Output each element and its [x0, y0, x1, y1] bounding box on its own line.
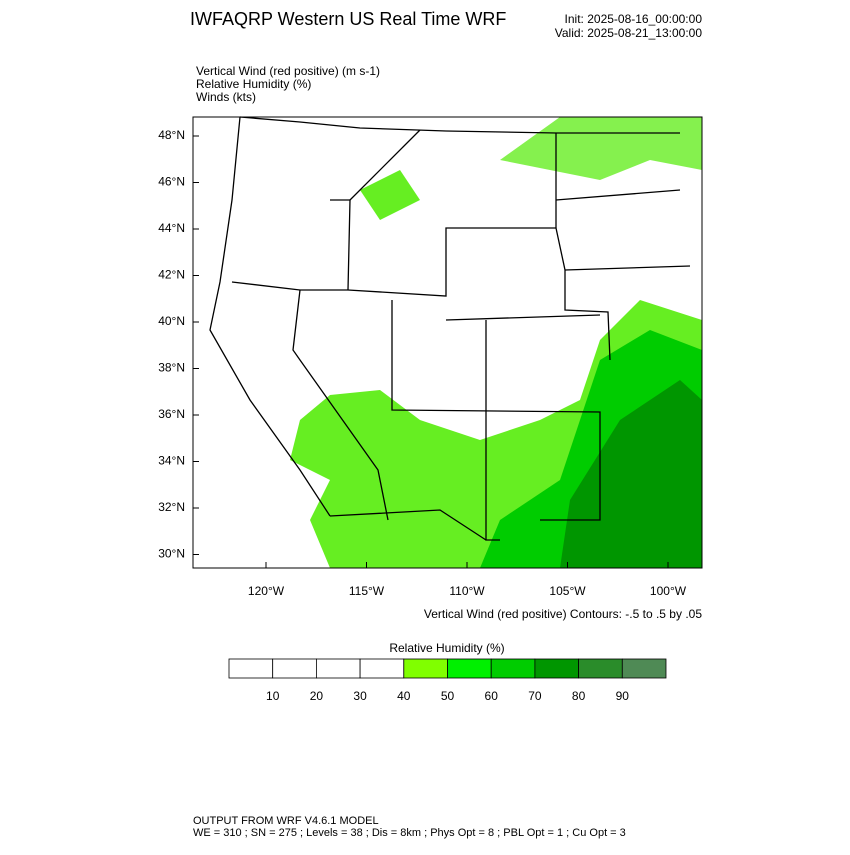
footer-line: WE = 310 ; SN = 275 ; Levels = 38 ; Dis … [193, 827, 626, 839]
lat-label: 40°N [158, 314, 185, 328]
colorbar-box [403, 658, 448, 679]
lat-label: 48°N [158, 128, 185, 142]
lon-label: 120°W [248, 584, 285, 598]
colorbar-label: 30 [353, 689, 367, 703]
colorbar-title: Relative Humidity (%) [389, 641, 504, 655]
colorbar-label: 50 [441, 689, 455, 703]
colorbar-label: 10 [266, 689, 280, 703]
colorbar-box [228, 658, 274, 679]
title: IWFAQRP Western US Real Time WRF [190, 9, 506, 29]
colorbar-box [447, 658, 492, 679]
map-frame [192, 116, 703, 569]
colorbar-label: 20 [310, 689, 324, 703]
colorbar-box [490, 658, 536, 679]
colorbar-label: 60 [485, 689, 499, 703]
lat-label: 38°N [158, 361, 185, 375]
lon-label: 110°W [449, 584, 485, 598]
state-borders [209, 116, 691, 541]
colorbar-box [315, 658, 361, 679]
field-label: Relative Humidity (%) [196, 77, 311, 91]
lon-label: 105°W [549, 584, 586, 598]
valid-time: Valid: 2025-08-21_13:00:00 [555, 26, 703, 40]
humidity-shading [560, 380, 702, 568]
colorbar-label: 40 [397, 689, 411, 703]
colorbar-box [534, 658, 580, 679]
lat-label: 30°N [158, 547, 185, 561]
lat-label: 32°N [158, 500, 185, 514]
lat-label: 46°N [158, 175, 185, 189]
init-time: Init: 2025-08-16_00:00:00 [565, 12, 703, 26]
lat-label: 36°N [158, 407, 185, 421]
lat-label: 42°N [158, 268, 185, 282]
lat-label: 34°N [158, 454, 185, 468]
colorbar-box [621, 658, 667, 679]
colorbar-box [359, 658, 405, 679]
colorbar-box [578, 658, 623, 679]
lon-label: 100°W [650, 584, 687, 598]
colorbar-box [272, 658, 317, 679]
lat-label: 44°N [158, 221, 185, 235]
contour-note: Vertical Wind (red positive) Contours: -… [424, 607, 702, 621]
colorbar-label: 80 [572, 689, 586, 703]
colorbar-label: 90 [616, 689, 630, 703]
field-label: Winds (kts) [196, 90, 256, 104]
lon-label: 115°W [349, 584, 385, 598]
field-label: Vertical Wind (red positive) (m s-1) [196, 64, 380, 78]
colorbar-label: 70 [528, 689, 542, 703]
axes: 48°N 46°N 44°N 42°N 40°N 38°N 36°N 34°N 32°N 30°N… [158, 128, 687, 598]
footer-line: OUTPUT FROM WRF V4.6.1 MODEL [193, 815, 379, 827]
colorbar: 10 20 30 40 50 60 70 80 90 [228, 658, 667, 703]
map [192, 116, 703, 569]
